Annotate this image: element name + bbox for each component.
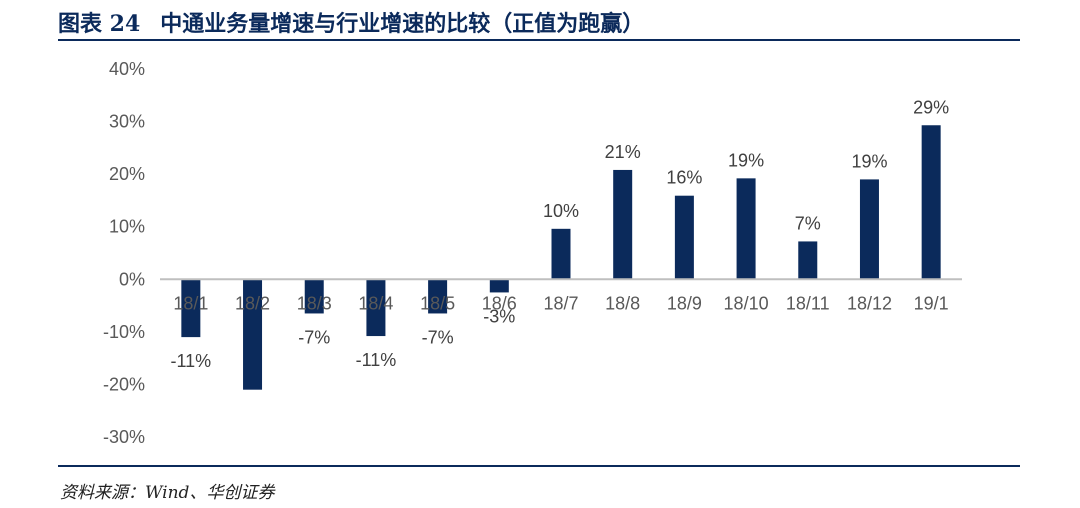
data-label: -11% bbox=[171, 351, 212, 371]
bar bbox=[736, 178, 756, 280]
bars bbox=[181, 125, 941, 390]
data-label: 21% bbox=[605, 142, 641, 162]
bar bbox=[551, 228, 571, 280]
bar bbox=[304, 279, 324, 314]
bar bbox=[243, 279, 263, 390]
x-tick-label: 18/4 bbox=[358, 293, 393, 313]
x-tick-label: 18/2 bbox=[235, 293, 270, 313]
y-tick-label: 20% bbox=[109, 164, 145, 184]
data-label: -7% bbox=[422, 327, 454, 347]
data-label: -7% bbox=[298, 327, 330, 347]
bar bbox=[366, 279, 386, 337]
x-tick-label: 18/10 bbox=[724, 293, 769, 313]
x-tick-label: 18/12 bbox=[847, 293, 892, 313]
bar bbox=[798, 241, 818, 280]
y-tick-label: -30% bbox=[103, 427, 145, 447]
data-label: 19% bbox=[728, 150, 764, 170]
chart-title: 图表 24 中通业务量增速与行业增速的比较（正值为跑赢） bbox=[58, 6, 644, 38]
data-label: 16% bbox=[666, 168, 702, 188]
bar bbox=[428, 279, 448, 314]
data-label: -11% bbox=[356, 350, 397, 370]
data-label: 10% bbox=[543, 201, 579, 221]
bar bbox=[181, 279, 201, 338]
y-axis-tick-labels: 40% 30% 20% 10% 0% -10% -20% -30% bbox=[103, 59, 145, 447]
x-tick-label: 18/7 bbox=[543, 293, 578, 313]
bottom-divider bbox=[58, 465, 1020, 467]
y-tick-label: 10% bbox=[109, 217, 145, 237]
bar bbox=[674, 195, 694, 280]
bar bbox=[489, 279, 509, 293]
x-tick-label: 18/8 bbox=[605, 293, 640, 313]
x-tick-label: 18/6 bbox=[482, 293, 517, 313]
x-axis-tick-labels: 18/1 18/2 18/3 18/4 18/5 18/6 18/7 18/8 18/9 18/1… bbox=[173, 293, 948, 313]
x-tick-label: 18/9 bbox=[667, 293, 702, 313]
data-label: 19% bbox=[851, 151, 887, 171]
y-tick-label: -10% bbox=[103, 322, 145, 342]
bar bbox=[921, 125, 941, 280]
x-tick-label: 18/1 bbox=[173, 293, 208, 313]
data-labels: -11% -7% -11% -7% -3% 10% 21% 16% 19% 7% 19% 29% bbox=[171, 97, 950, 371]
y-tick-label: 0% bbox=[119, 269, 145, 289]
y-tick-label: 40% bbox=[109, 59, 145, 79]
data-label: -3% bbox=[483, 306, 515, 326]
x-tick-label: 18/5 bbox=[420, 293, 455, 313]
figure-title: 中通业务量增速与行业增速的比较（正值为跑赢） bbox=[160, 11, 645, 37]
x-tick-label: 19/1 bbox=[914, 293, 949, 313]
figure-number: 图表 24 bbox=[58, 11, 141, 37]
source-note: 资料来源：Wind、华创证券 bbox=[60, 483, 275, 503]
y-tick-label: 30% bbox=[109, 112, 145, 132]
bar bbox=[613, 169, 633, 280]
chart-header: 图表 24 中通业务量增速与行业增速的比较（正值为跑赢） bbox=[0, 0, 1080, 40]
data-label: 29% bbox=[913, 97, 949, 117]
y-tick-label: -20% bbox=[103, 374, 145, 394]
bar bbox=[859, 179, 879, 280]
data-label: 7% bbox=[795, 213, 821, 233]
x-tick-label: 18/11 bbox=[786, 293, 830, 313]
x-tick-label: 18/3 bbox=[297, 293, 332, 313]
top-divider bbox=[58, 39, 1020, 41]
